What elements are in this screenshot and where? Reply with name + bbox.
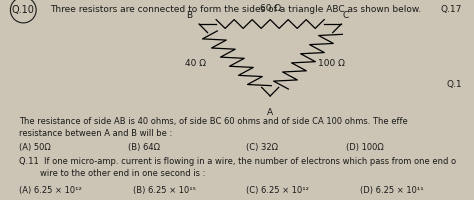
Text: wire to the other end in one second is :: wire to the other end in one second is : <box>19 169 205 178</box>
Text: Q.17: Q.17 <box>441 5 462 14</box>
Text: (C) 6.25 × 10¹²: (C) 6.25 × 10¹² <box>246 186 310 195</box>
Text: C: C <box>343 11 349 20</box>
Text: Q.10: Q.10 <box>12 5 35 15</box>
Text: 60 Ω: 60 Ω <box>260 4 281 13</box>
Text: (C) 32Ω: (C) 32Ω <box>246 143 279 152</box>
Text: Three resistors are connected to form the sides of a triangle ABC as shown below: Three resistors are connected to form th… <box>50 5 421 14</box>
Text: (B) 6.25 × 10¹⁵: (B) 6.25 × 10¹⁵ <box>133 186 196 195</box>
Text: (B) 64Ω: (B) 64Ω <box>128 143 160 152</box>
Text: (A) 6.25 × 10¹²: (A) 6.25 × 10¹² <box>19 186 82 195</box>
Text: (A) 50Ω: (A) 50Ω <box>19 143 51 152</box>
Text: B: B <box>187 11 192 20</box>
Text: A: A <box>267 108 273 117</box>
Text: The resistance of side AB is 40 ohms, of side BC 60 ohms and of side CA 100 ohms: The resistance of side AB is 40 ohms, of… <box>19 117 408 126</box>
Text: (D) 6.25 × 10¹¹: (D) 6.25 × 10¹¹ <box>360 186 424 195</box>
Text: 40 Ω: 40 Ω <box>185 60 206 68</box>
Text: (D) 100Ω: (D) 100Ω <box>346 143 384 152</box>
Text: Q.1: Q.1 <box>447 80 462 89</box>
Text: 100 Ω: 100 Ω <box>318 60 345 68</box>
Text: Q.11  If one micro-amp. current is flowing in a wire, the number of electrons wh: Q.11 If one micro-amp. current is flowin… <box>19 157 456 166</box>
Text: resistance between A and B will be :: resistance between A and B will be : <box>19 129 172 138</box>
